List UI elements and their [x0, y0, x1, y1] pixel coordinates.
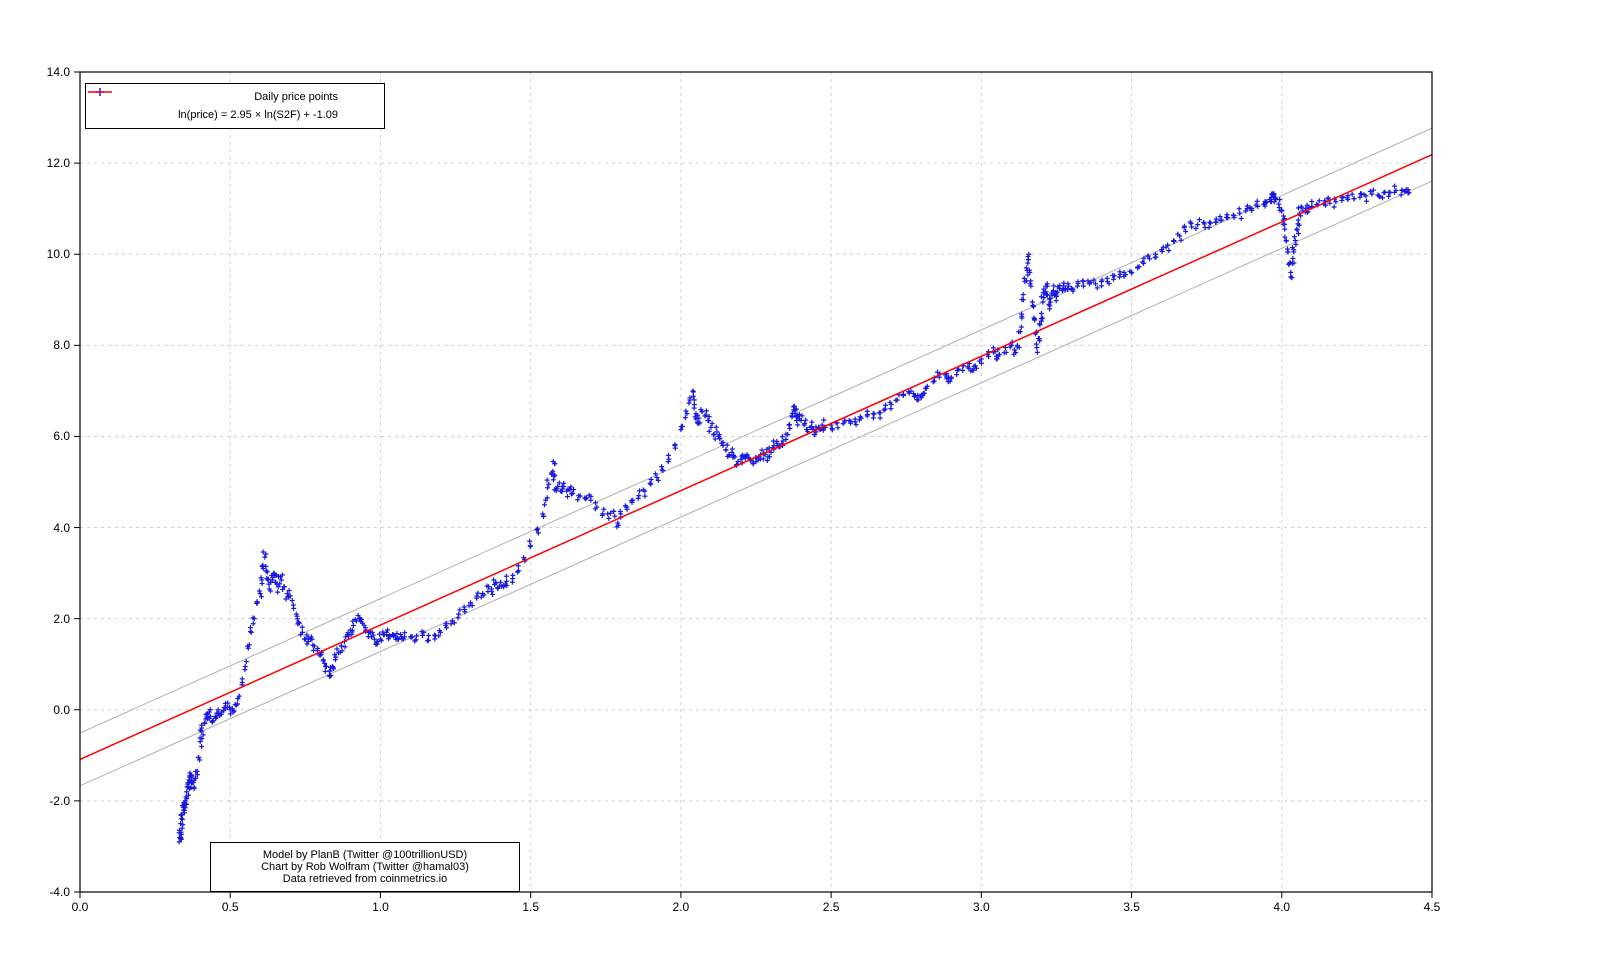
- x-tick-label: 0.5: [222, 900, 239, 914]
- y-tick-label: 10.0: [47, 247, 70, 261]
- x-tick-label: 3.0: [973, 900, 990, 914]
- y-tick-label: -4.0: [49, 885, 70, 899]
- x-tick-label: 3.5: [1123, 900, 1140, 914]
- y-tick-label: 4.0: [53, 521, 70, 535]
- y-tick-label: 2.0: [53, 612, 70, 626]
- attribution-line: Chart by Rob Wolfram (Twitter @hamal03): [229, 861, 501, 873]
- attribution-line: Model by PlanB (Twitter @100trillionUSD): [229, 849, 501, 861]
- attribution-line: Data retrieved from coinmetrics.io: [229, 873, 501, 885]
- y-tick-label: -2.0: [49, 794, 70, 808]
- x-tick-label: 0.0: [72, 900, 89, 914]
- legend-label: Daily price points: [254, 91, 338, 103]
- x-tick-label: 4.5: [1424, 900, 1441, 914]
- x-tick-label: 1.5: [522, 900, 539, 914]
- x-tick-label: 2.5: [823, 900, 840, 914]
- y-tick-label: 6.0: [53, 429, 70, 443]
- chart-svg: [0, 0, 1600, 960]
- x-tick-label: 1.0: [372, 900, 389, 914]
- legend-item: Daily price points: [96, 88, 374, 106]
- x-tick-label: 4.0: [1273, 900, 1290, 914]
- x-tick-label: 2.0: [673, 900, 690, 914]
- y-tick-label: 12.0: [47, 156, 70, 170]
- chart-container: Bitcoin log stock-to-flow vs log price l…: [0, 0, 1600, 960]
- legend-label: ln(price) = 2.95 × ln(S2F) + -1.09: [178, 109, 338, 121]
- legend-item: ln(price) = 2.95 × ln(S2F) + -1.09: [96, 106, 374, 124]
- attribution-box: Model by PlanB (Twitter @100trillionUSD)…: [210, 842, 520, 892]
- legend-box: Daily price points ln(price) = 2.95 × ln(…: [85, 83, 385, 129]
- y-tick-label: 14.0: [47, 65, 70, 79]
- y-tick-label: 8.0: [53, 338, 70, 352]
- y-tick-label: 0.0: [53, 703, 70, 717]
